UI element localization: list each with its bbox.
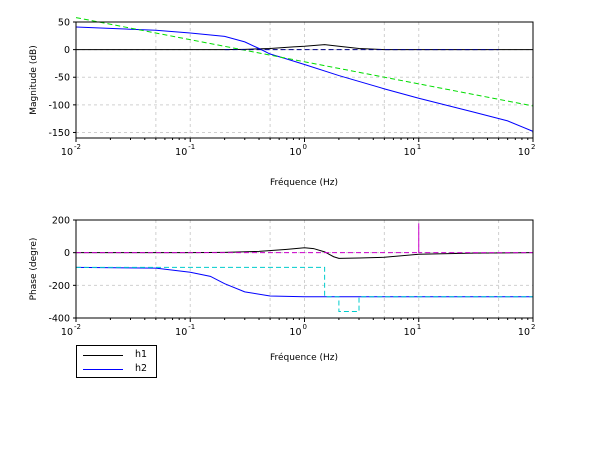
phase-xlabel: Fréquence (Hz)	[270, 352, 338, 363]
phase-series-h1	[76, 247, 534, 259]
phase-xtick-exponent: -2	[74, 323, 81, 331]
phase-xtick-label: 10	[289, 327, 301, 338]
phase-series-h2	[75, 266, 533, 298]
legend-swatch-h1	[83, 355, 123, 356]
phase-xtick-label: 10	[61, 327, 73, 338]
legend-entry-h1: h1	[77, 348, 156, 362]
magnitude-xtick-exponent: 1	[417, 143, 421, 151]
phase-xtick-exponent: 0	[303, 323, 307, 331]
phase-xtick-exponent: 2	[531, 323, 535, 331]
magnitude-xtick-exponent: -1	[188, 143, 195, 151]
magnitude-xtick-label: 10	[404, 147, 416, 158]
phase-ytick-label: 0	[64, 248, 70, 259]
phase-xtick-label: 10	[518, 327, 530, 338]
magnitude-ytick-label: -100	[48, 100, 70, 111]
magnitude-xlabel: Fréquence (Hz)	[270, 177, 338, 188]
magnitude-series-line-2	[75, 17, 534, 107]
magnitude-ytick-label: -150	[48, 128, 70, 139]
legend-label-h1: h1	[135, 349, 148, 360]
phase-ytick-label: -200	[48, 281, 70, 292]
magnitude-series	[75, 17, 534, 132]
phase-ylabel: Phase (degre)	[29, 238, 39, 301]
phase-series	[75, 223, 534, 312]
legend-entry-h2: h2	[77, 362, 156, 376]
phase-ytick-label: 200	[52, 216, 70, 227]
magnitude-xtick-exponent: 2	[531, 143, 535, 151]
legend-label-h2: h2	[135, 363, 148, 374]
magnitude-xtick-exponent: -2	[74, 143, 81, 151]
phase-series-line-2	[76, 266, 533, 312]
magnitude-xtick-label: 10	[518, 147, 530, 158]
phase-series-line-3	[76, 223, 533, 254]
magnitude-xtick-label: 10	[61, 147, 73, 158]
magnitude-xtick-label: 10	[289, 147, 301, 158]
magnitude-ytick-label: 0	[64, 45, 70, 56]
magnitude-ytick-label: 50	[58, 18, 70, 29]
legend: h1 h2	[76, 345, 157, 378]
legend-swatch-h2	[83, 369, 123, 370]
phase-xtick-exponent: -1	[188, 323, 195, 331]
phase-ytick-label: -400	[48, 314, 70, 325]
magnitude-ylabel: Magnitude (dB)	[29, 45, 39, 114]
magnitude-ytick-label: -50	[54, 73, 70, 84]
magnitude-xtick-label: 10	[175, 147, 187, 158]
magnitude-grid	[76, 22, 533, 138]
magnitude-xtick-exponent: 0	[303, 143, 307, 151]
phase-xtick-label: 10	[404, 327, 416, 338]
phase-xtick-exponent: 1	[417, 323, 421, 331]
magnitude-series-line-1	[75, 26, 534, 132]
phase-xtick-label: 10	[175, 327, 187, 338]
